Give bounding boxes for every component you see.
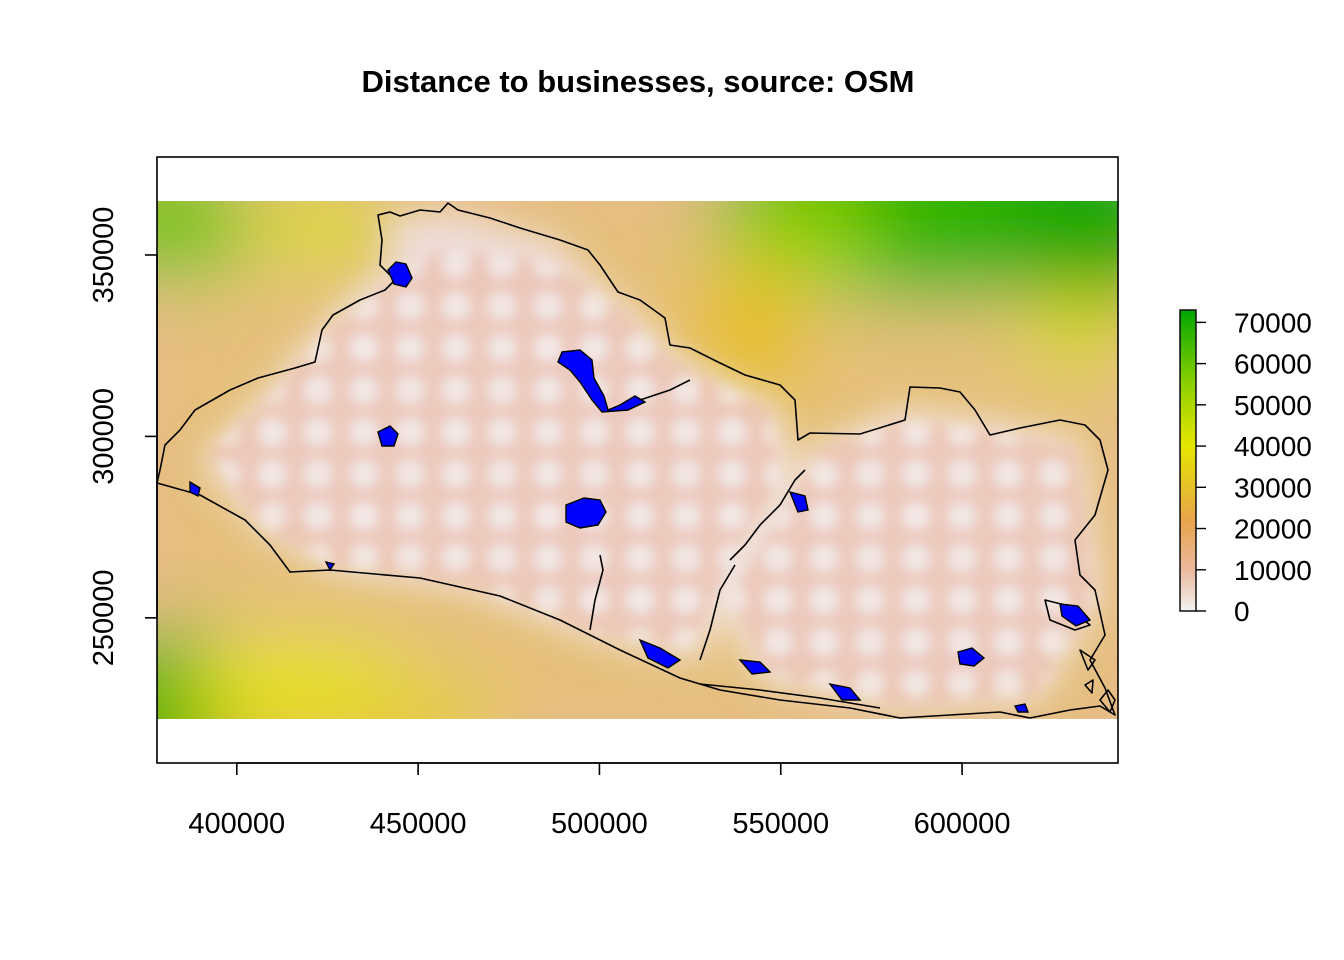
y-tick-label: 300000 [88,388,120,485]
x-axis: 400000 450000 500000 550000 600000 [188,762,1011,840]
legend-colorbar [1179,309,1197,612]
y-tick-label: 350000 [88,207,120,304]
water-body [828,682,862,701]
y-tick-label: 250000 [88,569,120,666]
legend-tick-label: 40000 [1234,431,1312,462]
x-tick-label: 400000 [188,808,285,840]
water-body [189,480,201,498]
water-body [565,497,607,529]
y-axis: 250000 300000 350000 [88,207,158,666]
water-body [1059,603,1092,627]
water-body [324,560,336,572]
water-body [638,638,682,669]
legend: 0 10000 20000 30000 40000 50000 60000 70000 [1179,307,1312,627]
map-title: Distance to businesses, source: OSM [361,64,914,99]
x-tick-label: 550000 [732,808,829,840]
x-tick-label: 450000 [370,808,467,840]
water-bodies [189,261,1092,713]
legend-tick-label: 10000 [1234,555,1312,586]
legend-tick-label: 20000 [1234,514,1312,545]
water-body [377,425,399,447]
legend-tick-label: 60000 [1234,349,1312,380]
water-body [1013,703,1030,713]
legend-ticks: 0 10000 20000 30000 40000 50000 60000 70000 [1196,307,1312,627]
x-tick-label: 600000 [914,808,1011,840]
water-body [738,659,772,675]
legend-tick-label: 70000 [1234,307,1312,338]
water-body [957,647,986,667]
legend-tick-label: 50000 [1234,390,1312,421]
water-body [557,349,647,413]
legend-tick-label: 30000 [1234,472,1312,503]
distance-raster [157,201,1118,719]
water-body [387,261,413,288]
x-tick-label: 500000 [551,808,648,840]
legend-tick-label: 0 [1234,596,1250,627]
water-body [788,490,809,513]
